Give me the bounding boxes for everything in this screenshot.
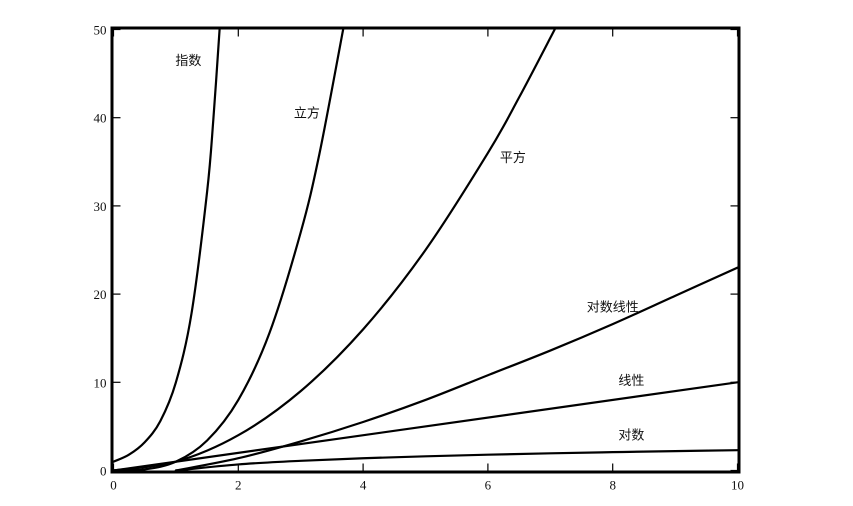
curve-label-linearithmic: 对数线性	[587, 301, 639, 316]
series-line-linearithmic	[174, 266, 738, 471]
x-tick-label: 2	[235, 478, 242, 493]
x-tick-label: 8	[609, 478, 616, 493]
plot-frame	[110, 26, 741, 474]
curve-label-exponential: 指数	[175, 54, 201, 69]
series-line-quadratic	[113, 29, 556, 471]
series-line-cubic	[113, 29, 345, 471]
x-tick-label: 6	[485, 478, 492, 493]
y-tick-label: 0	[100, 464, 107, 479]
curves-layer	[113, 29, 738, 471]
series-line-logarithmic	[174, 449, 738, 471]
curve-label-quadratic: 平方	[500, 150, 526, 166]
x-tick-label: 4	[360, 478, 367, 493]
curve-label-logarithmic: 对数	[618, 429, 644, 444]
axis-ticks: 0 2 4 6 8 10 0 10 20 30 40 50	[94, 23, 745, 493]
x-tick-label: 0	[110, 478, 117, 493]
x-tick-label: 10	[731, 478, 744, 493]
series-line-linear	[113, 381, 738, 471]
series-line-exponential	[113, 29, 221, 463]
y-tick-label: 10	[94, 375, 107, 390]
y-tick-label: 40	[94, 111, 107, 126]
y-tick-label: 50	[94, 23, 107, 38]
curve-label-linear: 线性	[618, 374, 644, 389]
y-tick-label: 20	[94, 287, 107, 302]
y-tick-label: 30	[94, 199, 107, 214]
curve-label-cubic: 立方	[294, 106, 320, 122]
